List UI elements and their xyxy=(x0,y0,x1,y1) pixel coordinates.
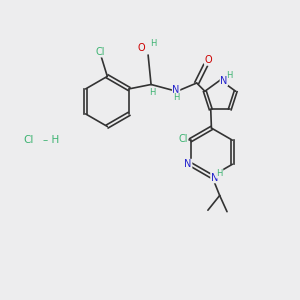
Text: H: H xyxy=(173,93,179,102)
Text: Cl: Cl xyxy=(178,134,188,144)
Text: H: H xyxy=(217,169,223,178)
Text: N: N xyxy=(184,159,192,169)
Text: H: H xyxy=(150,39,157,48)
Text: N: N xyxy=(172,85,180,95)
Text: O: O xyxy=(205,55,212,65)
Text: O: O xyxy=(138,43,146,53)
Text: H: H xyxy=(149,88,156,97)
Text: H: H xyxy=(226,71,232,80)
Text: N: N xyxy=(220,76,227,86)
Text: Cl: Cl xyxy=(23,135,34,145)
Text: Cl: Cl xyxy=(95,47,105,57)
Text: N: N xyxy=(211,173,218,183)
Text: – H: – H xyxy=(43,135,59,145)
